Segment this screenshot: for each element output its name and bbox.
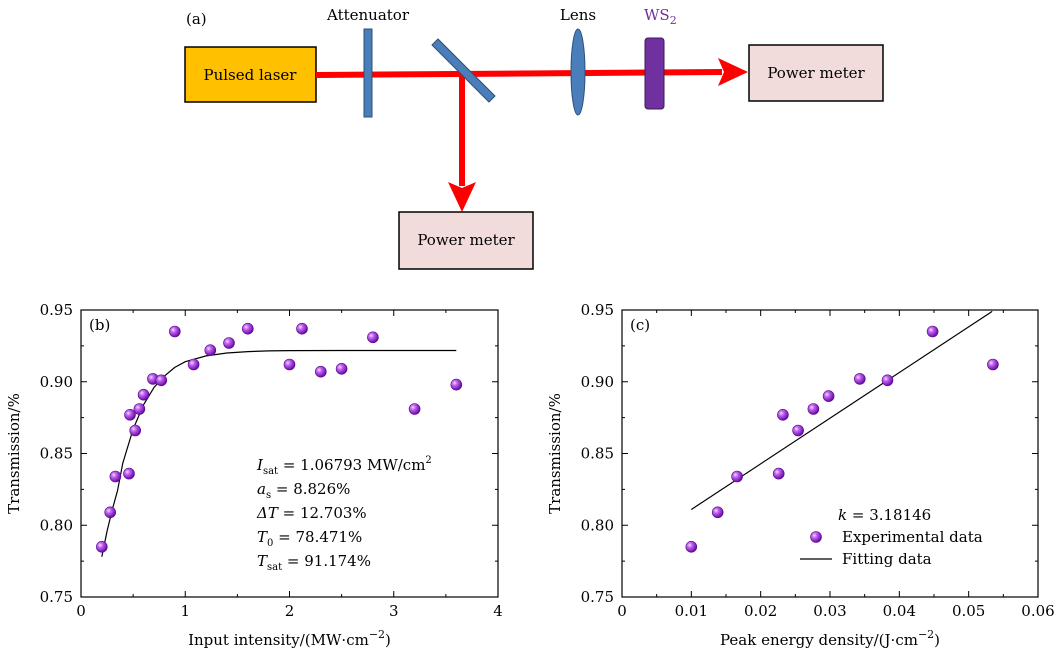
data-point bbox=[187, 358, 200, 371]
data-point bbox=[96, 540, 108, 553]
x-tick-label: 0.06 bbox=[1021, 602, 1054, 620]
panel-label: (c) bbox=[630, 316, 650, 334]
data-point bbox=[335, 362, 348, 375]
y-tick-label: 0.95 bbox=[581, 301, 614, 319]
fit-parameter: as = 8.826% bbox=[257, 480, 350, 501]
data-point bbox=[853, 373, 866, 385]
y-tick-label: 0.75 bbox=[40, 588, 73, 606]
fit-parameter: Isat = 1.06793 MW/cm2 bbox=[256, 455, 432, 477]
power-meter-bottom-label: Power meter bbox=[417, 231, 515, 249]
data-point bbox=[881, 374, 894, 387]
attenuator bbox=[363, 28, 373, 118]
x-tick-label: 1 bbox=[180, 602, 190, 620]
y-tick-label: 0.75 bbox=[581, 588, 614, 606]
data-point bbox=[926, 325, 939, 338]
data-point bbox=[124, 408, 136, 421]
legend-marker-experimental bbox=[810, 531, 822, 543]
fit-parameter: Tsat = 91.174% bbox=[257, 552, 371, 573]
data-point bbox=[129, 424, 141, 437]
panel-label: (b) bbox=[89, 316, 110, 334]
legend-label-fitting: Fitting data bbox=[842, 550, 932, 568]
data-point bbox=[807, 403, 820, 415]
x-tick-label: 0.03 bbox=[813, 602, 846, 620]
y-tick-label: 0.85 bbox=[581, 445, 614, 463]
x-axis-title: Peak energy density/(J·cm−2) bbox=[720, 628, 940, 649]
y-tick-label: 0.80 bbox=[40, 516, 73, 534]
y-axis-title: Transmission/% bbox=[5, 393, 23, 514]
data-point bbox=[314, 365, 327, 378]
main-beam-arrowhead bbox=[718, 58, 748, 86]
data-point bbox=[685, 540, 698, 553]
data-point bbox=[711, 506, 724, 519]
beam-splitter bbox=[431, 38, 496, 103]
data-point bbox=[296, 322, 308, 335]
y-tick-label: 0.90 bbox=[581, 373, 614, 391]
x-tick-label: 0.05 bbox=[952, 602, 985, 620]
data-point bbox=[777, 408, 789, 421]
x-tick-label: 3 bbox=[389, 602, 399, 620]
data-point bbox=[408, 403, 421, 415]
x-tick-label: 0 bbox=[617, 602, 627, 620]
lens bbox=[570, 28, 586, 116]
slope-annotation: k = 3.18146 bbox=[838, 506, 931, 524]
data-point bbox=[792, 424, 804, 437]
lens-label: Lens bbox=[560, 6, 596, 24]
data-point bbox=[223, 337, 235, 349]
y-tick-label: 0.85 bbox=[40, 445, 73, 463]
data-point bbox=[283, 358, 296, 371]
data-point bbox=[987, 358, 999, 371]
chart-b: 0 1 2 3 4 0.75 0.80 0.85 0.90 0.95 Input intensity… bbox=[5, 301, 503, 649]
data-point bbox=[450, 378, 463, 391]
power-meter-bottom-box bbox=[398, 211, 534, 270]
x-tick-label: 0.01 bbox=[675, 602, 708, 620]
y-tick-label: 0.80 bbox=[581, 516, 614, 534]
fit-parameter: T0 = 78.471% bbox=[257, 528, 362, 549]
data-point bbox=[731, 470, 743, 483]
power-meter-right-label: Power meter bbox=[767, 64, 865, 82]
plot-frame bbox=[621, 309, 1039, 598]
attenuator-label: Attenuator bbox=[326, 6, 410, 24]
reflected-beam-arrowhead bbox=[448, 182, 476, 212]
ws2-sample bbox=[644, 37, 665, 110]
y-axis-title: Transmission/% bbox=[546, 393, 564, 514]
data-point bbox=[204, 344, 217, 357]
data-point bbox=[123, 467, 135, 480]
data-point bbox=[242, 322, 254, 335]
data-point bbox=[367, 331, 379, 344]
setup-diagram: (a) Pulsed laser Attenuator Lens WS2 Pow… bbox=[184, 6, 884, 270]
fit-curve bbox=[101, 349, 457, 557]
sample-label: WS2 bbox=[644, 6, 677, 27]
data-point bbox=[133, 403, 146, 415]
panel-label-a: (a) bbox=[186, 10, 207, 28]
legend-label-experimental: Experimental data bbox=[842, 528, 983, 546]
x-tick-label: 0 bbox=[76, 602, 86, 620]
x-tick-label: 0.02 bbox=[744, 602, 777, 620]
x-axis-title: Input intensity/(MW·cm−2) bbox=[188, 628, 391, 649]
pulsed-laser-box bbox=[184, 46, 317, 103]
chart-c: 0 0.01 0.02 0.03 0.04 0.05 0.06 0.75 0.80 0.85 0.9… bbox=[546, 301, 1055, 649]
pulsed-laser-label: Pulsed laser bbox=[204, 66, 298, 84]
data-point bbox=[155, 374, 168, 387]
y-tick-label: 0.90 bbox=[40, 373, 73, 391]
x-tick-label: 0.04 bbox=[883, 602, 916, 620]
data-point bbox=[137, 388, 150, 401]
x-tick-label: 2 bbox=[285, 602, 295, 620]
x-tick-label: 4 bbox=[493, 602, 503, 620]
power-meter-right-box bbox=[748, 44, 884, 102]
data-point bbox=[169, 325, 181, 338]
data-point bbox=[104, 506, 116, 519]
data-point bbox=[109, 470, 122, 483]
data-point bbox=[772, 467, 785, 480]
y-tick-label: 0.95 bbox=[40, 301, 73, 319]
fit-parameter: ΔT = 12.703% bbox=[256, 504, 367, 522]
data-point bbox=[822, 390, 835, 402]
